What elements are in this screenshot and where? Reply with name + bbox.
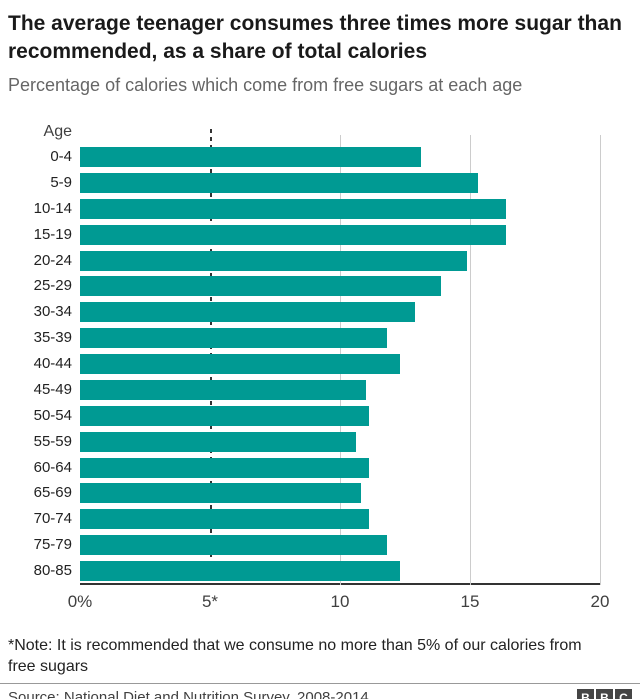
bar-15-19 <box>80 224 507 245</box>
y-axis-label-60-64: 60-64 <box>33 458 72 476</box>
page-title: The average teenager consumes three time… <box>8 12 622 63</box>
gridline <box>470 135 471 585</box>
bar-25-29 <box>80 276 442 297</box>
y-axis-label-15-19: 15-19 <box>33 225 72 243</box>
y-axis-header: Age <box>43 123 72 140</box>
y-axis-label-5-9: 5-9 <box>50 173 72 191</box>
gridline <box>600 135 601 585</box>
x-axis-label-0%: 0% <box>67 592 93 611</box>
bar-30-34 <box>80 302 416 323</box>
bbc-logo-letter: C <box>615 689 632 699</box>
x-axis-label-5*: 5* <box>201 592 219 611</box>
bar-55-59 <box>80 431 356 452</box>
x-axis-label-10: 10 <box>330 592 350 611</box>
y-axis-label-40-44: 40-44 <box>33 355 72 373</box>
page-subtitle: Percentage of calories which come from f… <box>8 75 523 95</box>
x-axis: 0% 5* 10 15 20 <box>68 592 610 614</box>
footer: Source: National Diet and Nutrition Surv… <box>8 689 632 699</box>
bar-20-24 <box>80 250 468 271</box>
bar-65-69 <box>80 483 361 504</box>
bar-50-54 <box>80 405 369 426</box>
y-axis-label-55-59: 55-59 <box>33 432 72 450</box>
plot-region: Age 0-4 5-9 10-14 15-19 20-24 25-29 30-34 35-39… <box>34 123 601 585</box>
bar-40-44 <box>80 354 400 375</box>
y-axis-label-75-79: 75-79 <box>33 536 72 554</box>
bbc-logo-letter: B <box>596 689 613 699</box>
bar-chart: Age 0-4 5-9 10-14 15-19 20-24 25-29 30-34 35-39… <box>0 123 640 614</box>
bar-0-4 <box>80 147 421 167</box>
bar-45-49 <box>80 379 366 400</box>
y-axis-label-80-85: 80-85 <box>33 562 72 580</box>
y-axis-label-70-74: 70-74 <box>33 510 72 528</box>
x-axis-label-15: 15 <box>460 592 480 611</box>
y-axis-label-0-4: 0-4 <box>50 148 72 165</box>
y-axis-label-25-29: 25-29 <box>33 277 72 295</box>
bbc-logo-letter: B <box>577 689 594 699</box>
y-axis-label-20-24: 20-24 <box>33 251 72 269</box>
bar-80-85 <box>80 561 400 582</box>
y-axis-label-50-54: 50-54 <box>33 406 72 424</box>
y-axis-label-45-49: 45-49 <box>33 380 72 398</box>
bbc-logo: B B C <box>577 689 632 699</box>
footer-divider <box>0 683 640 684</box>
y-axis-label-10-14: 10-14 <box>33 199 72 217</box>
bar-60-64 <box>80 457 369 478</box>
bar-10-14 <box>80 198 507 219</box>
bar-35-39 <box>80 328 387 349</box>
y-axis-label-35-39: 35-39 <box>33 329 72 347</box>
bar-75-79 <box>80 535 387 556</box>
footnote: *Note: It is recommended that we consume… <box>8 637 582 675</box>
bar-70-74 <box>80 509 369 530</box>
bar-5-9 <box>80 172 478 193</box>
y-axis-label-30-34: 30-34 <box>33 303 72 321</box>
source-text: Source: National Diet and Nutrition Surv… <box>8 689 369 699</box>
x-axis-label-20: 20 <box>590 592 610 611</box>
y-axis-label-65-69: 65-69 <box>33 484 72 502</box>
